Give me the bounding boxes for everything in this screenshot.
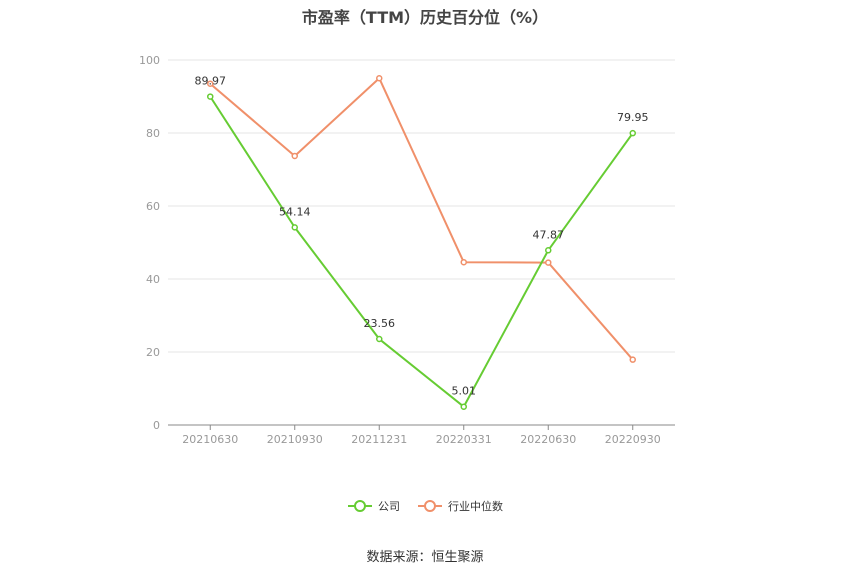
data-point [460, 403, 467, 410]
data-point [207, 80, 214, 87]
y-tick-label: 100 [139, 54, 160, 67]
y-tick-label: 0 [153, 419, 160, 432]
y-axis: 0 20 40 60 80 100 [139, 54, 160, 432]
legend-marker [354, 500, 366, 512]
grid-lines [168, 59, 675, 353]
data-label: 23.56 [364, 317, 396, 330]
data-label: 54.14 [279, 205, 311, 218]
legend-label: 公司 [378, 500, 400, 513]
data-point [376, 75, 383, 82]
data-point [207, 93, 214, 100]
y-tick-label: 80 [146, 127, 160, 140]
data-label: 5.01 [452, 385, 477, 398]
y-tick-label: 60 [146, 200, 160, 213]
data-label: 47.87 [533, 228, 565, 241]
data-point [376, 335, 383, 343]
data-label: 79.95 [617, 111, 649, 124]
data-point [291, 224, 298, 231]
chart-title: 市盈率（TTM）历史百分位（%） [301, 8, 549, 27]
legend-marker [424, 500, 436, 512]
legend[interactable]: 公司 行业中位数 [348, 499, 503, 513]
series-line [209, 96, 634, 408]
y-tick-label: 40 [146, 273, 160, 286]
legend-item-industry-median[interactable]: 行业中位数 [418, 499, 503, 513]
data-point [460, 258, 467, 266]
x-tick-label: 20220630 [520, 433, 576, 446]
x-tick-label: 20210930 [267, 433, 323, 446]
data-point [545, 259, 552, 266]
y-tick-label: 20 [146, 346, 160, 359]
data-point [629, 129, 636, 137]
legend-item-company[interactable]: 公司 [348, 500, 400, 513]
x-tick-label: 20220930 [605, 433, 661, 446]
x-tick-label: 20211231 [351, 433, 407, 446]
x-tick-label: 20210630 [182, 433, 238, 446]
data-point [291, 152, 298, 160]
data-point [545, 247, 552, 254]
x-axis: 20210630 20210930 20211231 20220331 20220630… [168, 424, 675, 446]
legend-label: 行业中位数 [448, 499, 503, 513]
data-source-note: 数据来源：恒生聚源 [366, 550, 484, 565]
series-layer: 89.97 54.14 23.56 5.01 47.87 79.95 [195, 75, 649, 410]
data-point [629, 356, 636, 363]
data-label: 89.97 [195, 75, 227, 88]
x-tick-label: 20220331 [436, 433, 492, 446]
series-line [209, 77, 634, 361]
